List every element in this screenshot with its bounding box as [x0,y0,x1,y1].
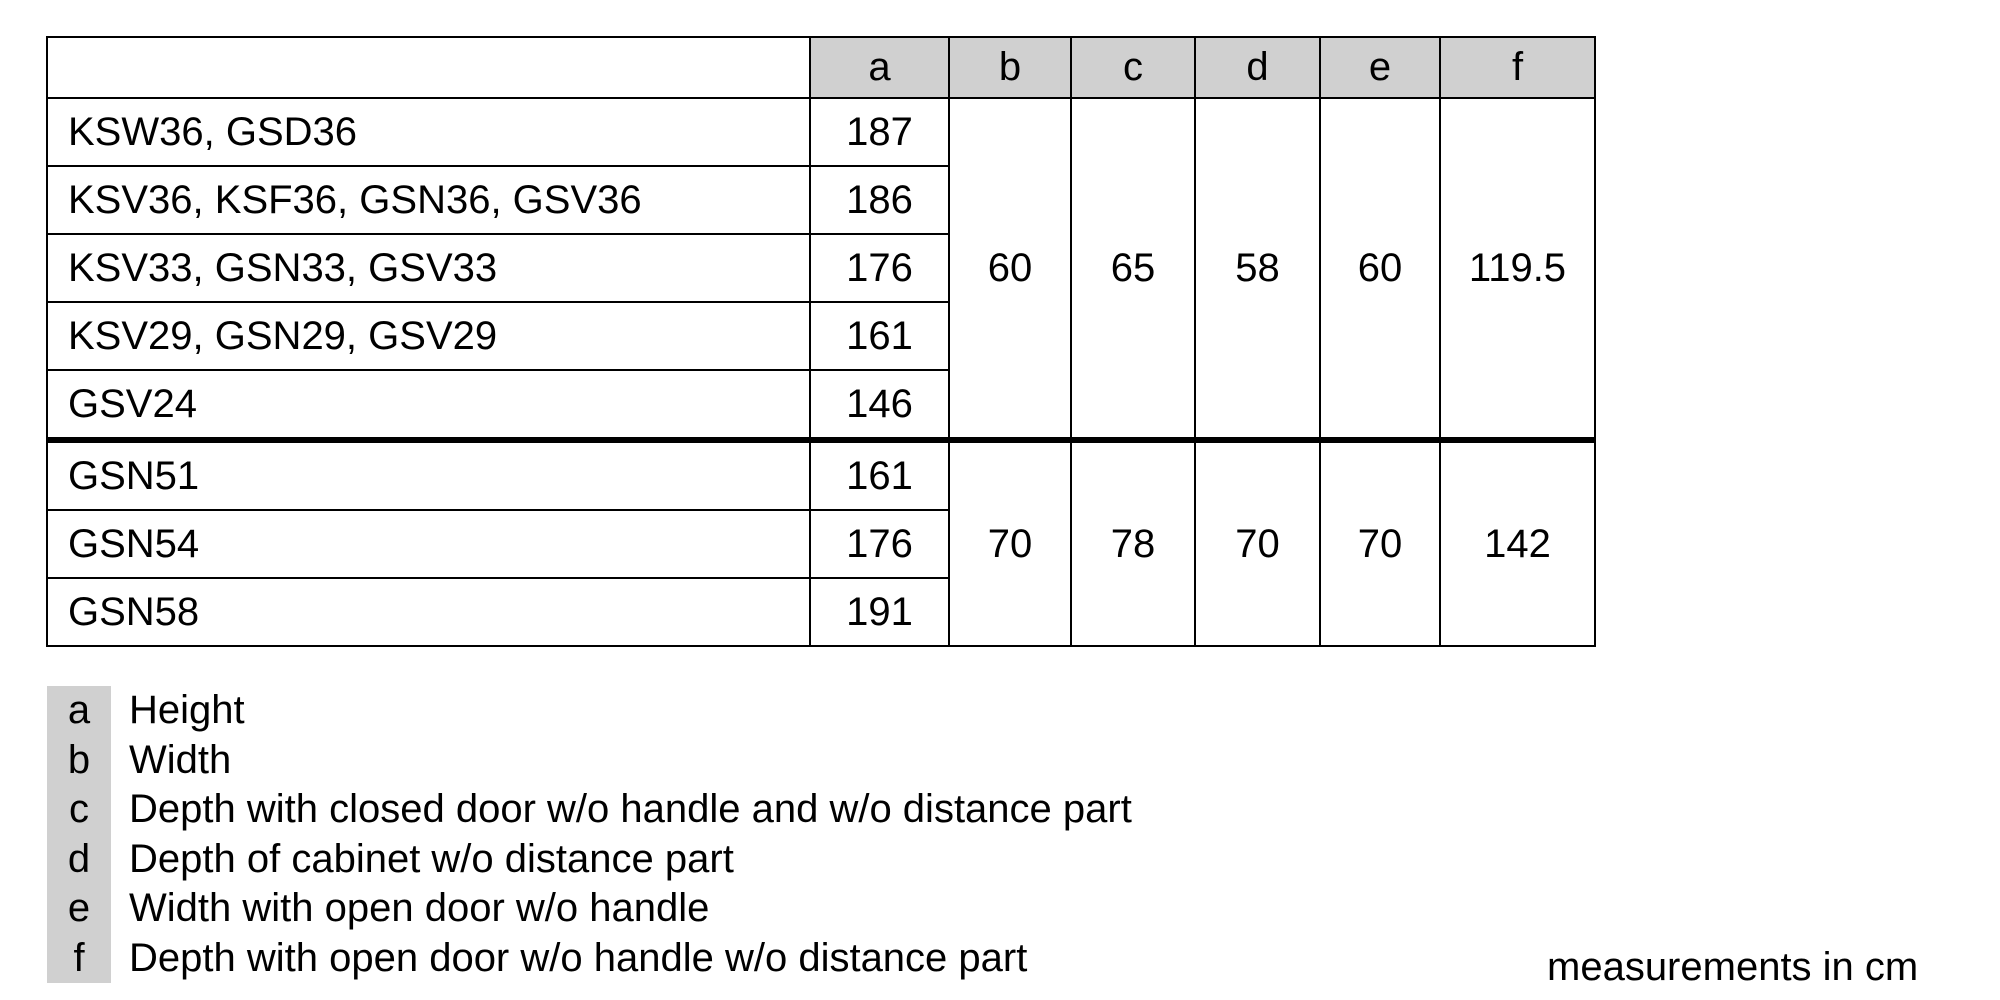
legend-label: Width with open door w/o handle [129,886,710,931]
model-cell: GSV24 [46,369,811,441]
units-note: measurements in cm [1547,945,1919,989]
header-a: a [809,36,950,99]
legend-key: a [47,686,111,736]
table-row: KSV36, KSF36, GSN36, GSV36 186 [46,165,1595,235]
legend: a Height b Width c Depth with closed door w… [47,686,1132,983]
header-c: c [1070,36,1196,99]
table-row: GSN54 176 [46,509,1595,579]
legend-item: c Depth with closed door w/o handle and w… [47,785,1132,835]
model-cell: GSN54 [46,509,811,579]
model-cell: GSN58 [46,577,811,647]
height-cell: 186 [809,165,950,235]
depth-closed-cell: 78 [1070,437,1196,647]
legend-item: f Depth with open door w/o handle w/o dis… [47,933,1132,983]
header-d: d [1194,36,1321,99]
table-row: GSN58 191 [46,577,1595,647]
table-row: GSV24 146 [46,369,1595,441]
model-cell: KSV33, GSN33, GSV33 [46,233,811,303]
table-row: KSV33, GSN33, GSV33 176 [46,233,1595,303]
model-cell: KSV36, KSF36, GSN36, GSV36 [46,165,811,235]
legend-label: Width [129,737,232,782]
depth-open-cell: 119.5 [1439,97,1596,441]
width-open-cell: 60 [1319,97,1441,441]
depth-closed-cell: 65 [1070,97,1196,441]
depth-cabinet-cell: 58 [1194,97,1321,441]
legend-key: d [47,834,111,884]
height-cell: 161 [809,437,950,511]
height-cell: 191 [809,577,950,647]
legend-item: a Height [47,686,1132,736]
legend-item: d Depth of cabinet w/o distance part [47,834,1132,884]
height-cell: 187 [809,97,950,167]
legend-item: b Width [47,735,1132,785]
legend-key: f [47,933,111,983]
width-cell: 60 [948,97,1072,441]
header-row: a b c d e f [46,36,1596,99]
model-cell: KSW36, GSD36 [46,97,811,167]
legend-label: Depth with open door w/o handle w/o dist… [129,935,1028,980]
legend-label: Depth with closed door w/o handle and w/… [129,787,1132,832]
header-b: b [948,36,1072,99]
depth-open-cell: 142 [1439,437,1596,647]
legend-key: c [47,785,111,835]
depth-cabinet-cell: 70 [1194,437,1321,647]
height-cell: 146 [809,369,950,441]
table-row: KSV29, GSN29, GSV29 161 [46,301,1595,371]
header-blank [46,36,811,99]
table-row: KSW36, GSD36 187 60 65 58 60 119.5 [46,97,1596,441]
height-cell: 176 [809,509,950,579]
dimensions-table: a b c d e f KSW36, GSD36 187 60 65 58 60… [46,36,1596,647]
width-cell: 70 [948,437,1072,647]
model-cell: KSV29, GSN29, GSV29 [46,301,811,371]
height-cell: 176 [809,233,950,303]
header-e: e [1319,36,1441,99]
table-row: GSN51 161 70 78 70 70 142 [46,437,1596,647]
legend-label: Depth of cabinet w/o distance part [129,836,734,881]
model-cell: GSN51 [46,437,811,511]
legend-label: Height [129,688,245,733]
width-open-cell: 70 [1319,437,1441,647]
height-cell: 161 [809,301,950,371]
header-f: f [1439,36,1596,99]
legend-item: e Width with open door w/o handle [47,884,1132,934]
legend-key: e [47,884,111,934]
legend-key: b [47,735,111,785]
